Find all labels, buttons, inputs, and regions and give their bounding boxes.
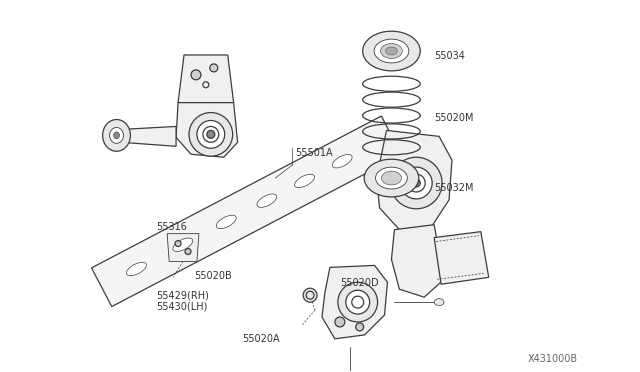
Polygon shape	[167, 234, 199, 262]
Ellipse shape	[364, 159, 419, 197]
Circle shape	[175, 241, 181, 247]
Text: 55032M: 55032M	[434, 183, 474, 193]
Ellipse shape	[374, 39, 409, 63]
Ellipse shape	[381, 171, 401, 185]
Ellipse shape	[173, 238, 193, 251]
Text: 55020M: 55020M	[434, 113, 474, 122]
Ellipse shape	[294, 174, 314, 187]
Ellipse shape	[109, 128, 124, 143]
Circle shape	[401, 167, 432, 199]
Text: X431000B: X431000B	[528, 354, 578, 364]
Circle shape	[335, 317, 345, 327]
Text: 55034: 55034	[434, 51, 465, 61]
Circle shape	[191, 70, 201, 80]
Circle shape	[390, 157, 442, 209]
Text: 55430(LH): 55430(LH)	[156, 301, 207, 311]
Ellipse shape	[216, 215, 236, 229]
Text: 55020D: 55020D	[340, 278, 378, 288]
Polygon shape	[322, 265, 387, 339]
Circle shape	[197, 121, 225, 148]
Polygon shape	[176, 103, 237, 157]
Ellipse shape	[332, 154, 352, 168]
Circle shape	[303, 288, 317, 302]
Ellipse shape	[385, 47, 397, 55]
Text: 55316: 55316	[156, 222, 187, 232]
Ellipse shape	[381, 44, 403, 58]
Circle shape	[412, 179, 420, 187]
Circle shape	[210, 64, 218, 72]
Circle shape	[346, 290, 370, 314]
Polygon shape	[92, 116, 401, 307]
Text: 55020B: 55020B	[194, 271, 232, 281]
Circle shape	[338, 282, 378, 322]
Ellipse shape	[113, 132, 120, 139]
Polygon shape	[376, 131, 452, 230]
Polygon shape	[178, 55, 234, 103]
Circle shape	[185, 248, 191, 254]
Polygon shape	[392, 225, 444, 297]
Ellipse shape	[434, 299, 444, 306]
Ellipse shape	[102, 119, 131, 151]
Ellipse shape	[376, 167, 407, 189]
Polygon shape	[122, 126, 176, 146]
Circle shape	[207, 131, 215, 138]
Ellipse shape	[127, 262, 147, 276]
Circle shape	[356, 323, 364, 331]
Ellipse shape	[257, 194, 276, 207]
Text: 55429(RH): 55429(RH)	[156, 290, 209, 300]
Text: 55020A: 55020A	[243, 334, 280, 344]
Polygon shape	[434, 232, 489, 284]
Ellipse shape	[363, 31, 420, 71]
Circle shape	[189, 113, 233, 156]
Text: 55501A: 55501A	[295, 148, 333, 158]
